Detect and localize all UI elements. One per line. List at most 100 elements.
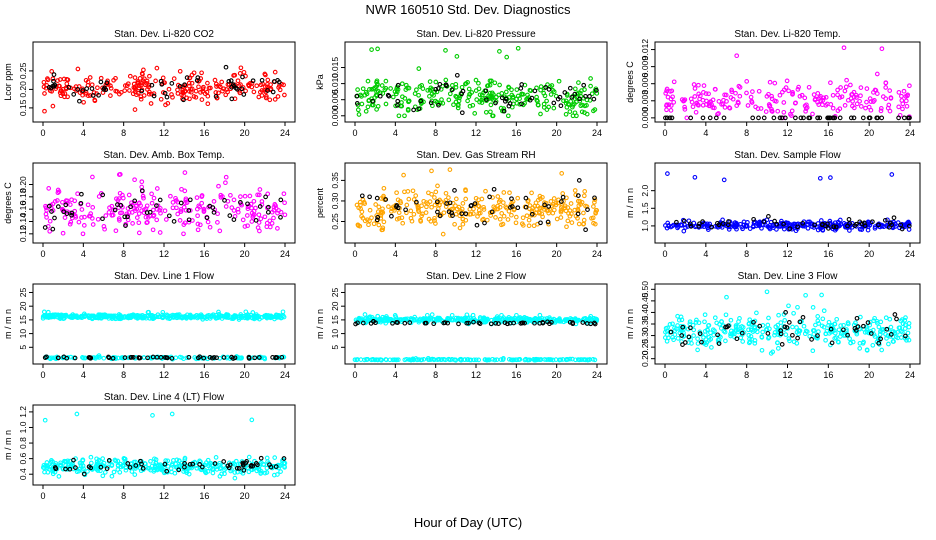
data-point-hourly <box>502 98 508 104</box>
data-point-hourly <box>98 79 104 85</box>
data-point-all <box>380 225 386 231</box>
data-point-all <box>149 191 154 197</box>
data-point-all <box>693 109 699 115</box>
data-point-all <box>887 88 893 93</box>
data-point-hourly <box>833 224 839 230</box>
data-point-all <box>575 215 580 221</box>
data-point-all <box>476 80 481 86</box>
data-point-all <box>871 90 876 95</box>
data-point-all <box>105 314 111 319</box>
data-point-hourly <box>253 218 259 223</box>
data-point-all <box>551 89 557 95</box>
data-point-all <box>169 411 175 417</box>
data-point-all <box>421 198 427 204</box>
y-tick-label: 10 <box>330 329 340 339</box>
data-point-all <box>711 332 717 338</box>
data-point-hourly <box>177 83 183 89</box>
data-point-hourly <box>888 332 894 337</box>
data-point-all <box>510 94 516 100</box>
data-point-all <box>240 217 246 223</box>
data-point-all <box>559 171 565 176</box>
data-point-all <box>589 91 595 97</box>
data-point-hourly <box>511 320 517 326</box>
data-point-all <box>443 77 449 83</box>
data-point-hourly <box>784 325 790 330</box>
data-point-hourly <box>178 200 184 206</box>
data-point-hourly <box>720 221 726 226</box>
data-point-hourly <box>162 461 168 467</box>
data-point-all <box>217 473 223 479</box>
data-point-hourly <box>680 342 685 347</box>
data-point-hourly <box>540 320 546 325</box>
data-point-all <box>427 79 433 84</box>
data-point-hourly <box>459 110 465 116</box>
data-point-all <box>376 204 382 210</box>
data-point-all <box>246 454 252 460</box>
data-point-all <box>253 205 258 211</box>
data-point-all <box>526 217 532 223</box>
data-point-hourly <box>697 221 702 227</box>
data-point-all <box>562 317 568 322</box>
data-point-all <box>887 316 893 322</box>
data-point-hourly <box>899 226 905 232</box>
data-point-all <box>138 96 144 102</box>
data-point-hourly <box>236 466 242 471</box>
data-point-hourly <box>450 213 455 218</box>
data-point-all <box>756 88 762 94</box>
data-point-all <box>737 316 742 321</box>
data-point-all <box>281 191 287 197</box>
x-tick-label: 8 <box>121 370 126 380</box>
data-point-all <box>232 313 237 318</box>
data-point-all <box>472 111 478 116</box>
data-point-hourly <box>837 115 843 121</box>
data-point-all <box>904 337 909 343</box>
data-point-all <box>687 319 693 325</box>
data-point-all <box>282 465 287 470</box>
data-point-all <box>667 322 673 327</box>
data-point-all <box>568 99 574 104</box>
data-point-hourly <box>546 204 552 209</box>
data-point-hourly <box>354 101 360 106</box>
data-point-all <box>362 312 368 317</box>
data-point-all <box>180 88 185 93</box>
data-point-all <box>706 335 712 340</box>
data-point-all-low <box>459 357 464 363</box>
data-point-hourly <box>207 203 213 209</box>
data-point-all <box>58 460 63 466</box>
data-point-all <box>718 334 723 340</box>
data-point-hourly <box>273 464 279 469</box>
data-point-all <box>669 88 675 94</box>
data-point-all-low <box>392 357 397 363</box>
data-point-hourly <box>100 216 105 222</box>
data-point-all <box>484 317 490 323</box>
data-point-hourly <box>862 223 868 229</box>
data-point-hourly <box>241 467 247 473</box>
data-point-all <box>743 224 749 229</box>
data-point-hourly <box>436 86 441 91</box>
data-point-hourly <box>876 222 881 228</box>
data-point-all <box>65 77 71 83</box>
chart-title: Stan. Dev. Line 1 Flow <box>114 271 215 282</box>
data-point-all <box>249 210 255 216</box>
data-point-all <box>150 207 156 213</box>
data-point-all <box>815 99 820 105</box>
data-point-all <box>744 79 750 84</box>
data-point-all <box>272 455 278 460</box>
data-point-hourly <box>225 463 231 469</box>
data-point-all <box>365 78 371 84</box>
data-point-all-low <box>378 357 383 362</box>
data-point-all <box>527 87 533 93</box>
data-point-all <box>841 322 846 328</box>
data-point-all <box>460 201 466 206</box>
data-point-all <box>206 85 212 91</box>
data-point-all <box>378 211 384 216</box>
data-point-hourly <box>700 219 705 224</box>
data-point-all <box>673 326 679 332</box>
data-point-all <box>406 99 411 104</box>
data-point-hourly <box>585 207 590 212</box>
data-point-all <box>169 469 174 475</box>
data-point-all <box>403 82 409 88</box>
data-point-all <box>538 111 543 117</box>
x-tick-label: 0 <box>352 249 357 259</box>
data-point-all <box>835 87 840 93</box>
